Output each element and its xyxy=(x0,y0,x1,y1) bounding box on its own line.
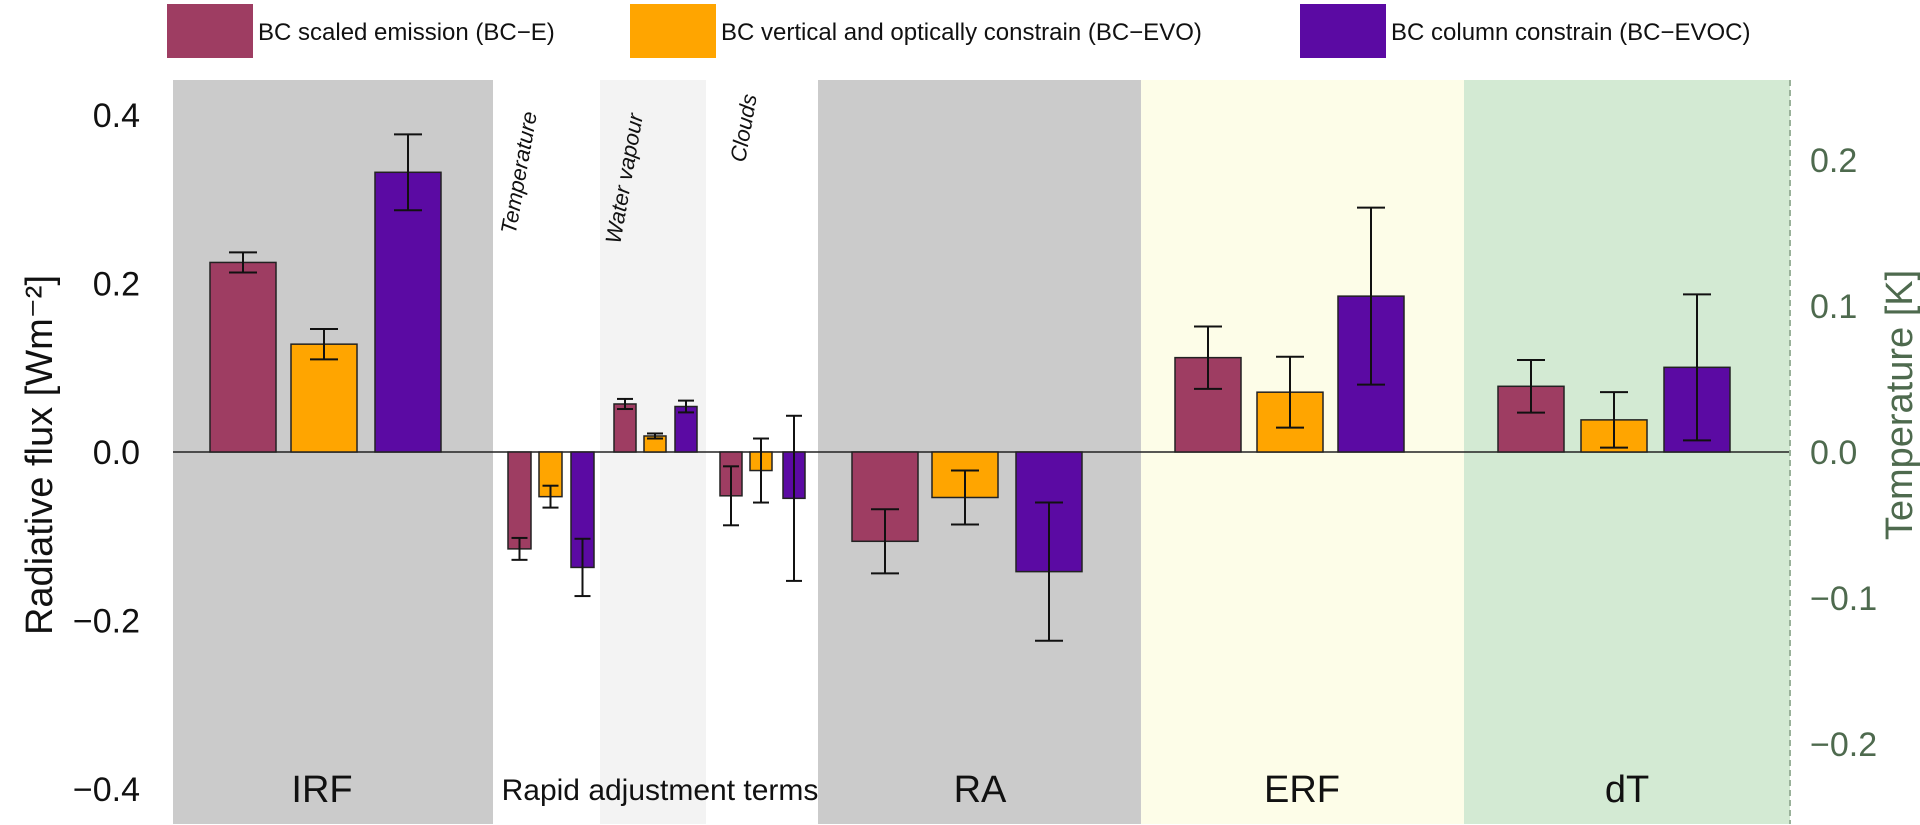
group-label-irf: IRF xyxy=(291,769,352,811)
errorbar-dt-bc-evo xyxy=(1600,391,1628,449)
bar-water-vapour-bc-e xyxy=(613,403,637,453)
errorbar-temperature-bc-e xyxy=(511,536,528,561)
right-tick-label-1: 0.1 xyxy=(1810,288,1857,326)
errorbar-clouds-bc-evo xyxy=(753,437,769,504)
errorbar-clouds-bc-e xyxy=(723,465,739,527)
right-tick-label-3: −0.1 xyxy=(1810,580,1877,618)
bar-irf-bc-e xyxy=(209,261,277,453)
bar-irf-bc-evo xyxy=(290,343,358,453)
group-label-ra: RA xyxy=(954,769,1007,811)
errorbar-ra-bc-evo xyxy=(951,469,979,526)
right-tick-label-0: 0.2 xyxy=(1810,142,1857,180)
right-axis-title: Temperature [K] xyxy=(1879,270,1920,540)
errorbar-erf-bc-e xyxy=(1194,325,1222,390)
left-tick-label-4: −0.4 xyxy=(73,771,140,809)
legend-swatch-bc-evoc xyxy=(1300,4,1386,58)
errorbar-erf-bc-evo xyxy=(1276,355,1304,429)
errorbar-ra-bc-evoc xyxy=(1035,501,1063,642)
left-tick-label-0: 0.4 xyxy=(93,97,140,135)
errorbar-irf-bc-evo xyxy=(310,327,338,361)
error-bars xyxy=(229,133,1711,642)
right-axis-ticks: 0.2 0.1 0.0 −0.1 −0.2 xyxy=(1810,142,1877,764)
bars xyxy=(209,171,1731,573)
legend-swatch-bc-evo xyxy=(630,4,716,58)
rapid-adjustment-label: Rapid adjustment terms xyxy=(502,774,819,807)
errorbar-irf-bc-e xyxy=(229,251,257,274)
errorbar-water-vapour-bc-evoc xyxy=(678,399,694,414)
left-axis-title: Radiative flux [Wm⁻²] xyxy=(19,275,61,635)
group-label-dt: dT xyxy=(1605,769,1649,811)
errorbar-dt-bc-e xyxy=(1517,359,1545,414)
legend-swatch-bc-e xyxy=(167,4,253,58)
group-label-erf: ERF xyxy=(1264,769,1340,811)
errorbar-erf-bc-evoc xyxy=(1357,206,1385,386)
errorbar-water-vapour-bc-evo xyxy=(647,432,663,440)
errorbar-dt-bc-evoc xyxy=(1683,293,1711,442)
left-tick-label-2: 0.0 xyxy=(93,434,140,472)
errorbar-ra-bc-e xyxy=(871,508,899,575)
left-axis-ticks: 0.4 0.2 0.0 −0.2 −0.4 xyxy=(73,97,140,809)
left-tick-label-3: −0.2 xyxy=(73,603,140,641)
errorbar-clouds-bc-evoc xyxy=(786,414,802,582)
right-tick-label-2: 0.0 xyxy=(1810,434,1857,472)
legend-label-bc-evo: BC vertical and optically constrain (BC−… xyxy=(721,19,1202,46)
legend: BC scaled emission (BC−E) BC vertical an… xyxy=(167,4,1750,58)
legend-label-bc-evoc: BC column constrain (BC−EVOC) xyxy=(1391,19,1750,46)
errorbar-water-vapour-bc-e xyxy=(617,397,633,411)
bar-irf-bc-evoc xyxy=(374,171,442,453)
bar-temperature-bc-e xyxy=(507,451,532,550)
errorbar-temperature-bc-evoc xyxy=(574,537,591,598)
errorbar-irf-bc-evoc xyxy=(394,133,422,212)
legend-label-bc-e: BC scaled emission (BC−E) xyxy=(258,19,555,46)
right-tick-label-4: −0.2 xyxy=(1810,726,1877,764)
left-tick-label-1: 0.2 xyxy=(93,266,140,304)
errorbar-temperature-bc-evo xyxy=(542,484,559,509)
